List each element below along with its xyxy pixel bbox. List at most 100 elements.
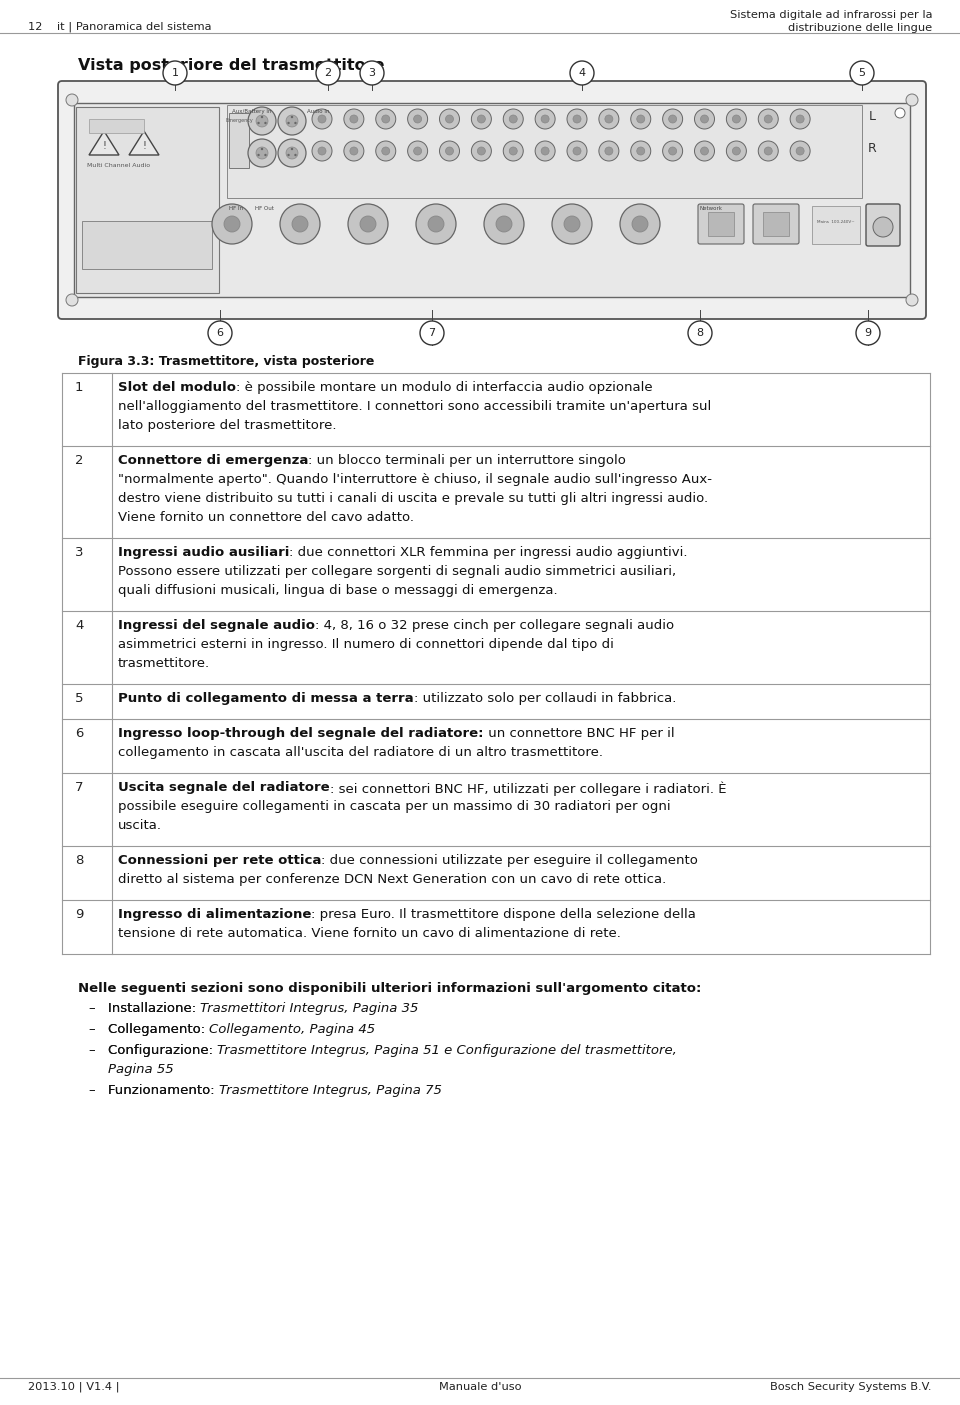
Circle shape bbox=[295, 122, 297, 124]
Circle shape bbox=[224, 216, 240, 232]
Circle shape bbox=[503, 140, 523, 162]
Text: Vista posteriore del trasmettitore: Vista posteriore del trasmettitore bbox=[78, 58, 385, 73]
Circle shape bbox=[599, 110, 619, 129]
Circle shape bbox=[694, 110, 714, 129]
Circle shape bbox=[727, 140, 746, 162]
Text: 5: 5 bbox=[75, 693, 84, 705]
Circle shape bbox=[471, 140, 492, 162]
Circle shape bbox=[732, 115, 740, 124]
Text: Slot del modulo: Slot del modulo bbox=[118, 381, 236, 393]
Circle shape bbox=[316, 60, 340, 84]
Circle shape bbox=[631, 110, 651, 129]
Text: Uscita segnale del radiatore: Uscita segnale del radiatore bbox=[118, 781, 329, 794]
Text: 5: 5 bbox=[858, 67, 866, 79]
Circle shape bbox=[477, 148, 486, 155]
Text: asimmetrici esterni in ingresso. Il numero di connettori dipende dal tipo di: asimmetrici esterni in ingresso. Il nume… bbox=[118, 638, 613, 651]
Text: Funzionamento:: Funzionamento: bbox=[108, 1085, 219, 1097]
Text: !: ! bbox=[142, 140, 146, 150]
Circle shape bbox=[636, 115, 645, 124]
Circle shape bbox=[632, 216, 648, 232]
Circle shape bbox=[796, 115, 804, 124]
Circle shape bbox=[688, 320, 712, 346]
Circle shape bbox=[66, 294, 78, 306]
Circle shape bbox=[257, 122, 260, 124]
Circle shape bbox=[416, 204, 456, 244]
Circle shape bbox=[291, 148, 293, 150]
Circle shape bbox=[360, 216, 376, 232]
Circle shape bbox=[414, 148, 421, 155]
Circle shape bbox=[906, 294, 918, 306]
Text: Installazione:: Installazione: bbox=[108, 1002, 201, 1014]
Text: !: ! bbox=[102, 140, 106, 150]
Circle shape bbox=[382, 148, 390, 155]
Text: L: L bbox=[869, 111, 876, 124]
Text: 6: 6 bbox=[217, 327, 224, 339]
Text: –: – bbox=[88, 1085, 95, 1097]
Circle shape bbox=[758, 110, 779, 129]
Circle shape bbox=[286, 148, 298, 159]
Circle shape bbox=[567, 110, 587, 129]
Circle shape bbox=[360, 60, 384, 84]
Text: Mains  100-240V~: Mains 100-240V~ bbox=[817, 221, 854, 223]
Text: 1: 1 bbox=[75, 381, 84, 393]
Circle shape bbox=[414, 115, 421, 124]
Circle shape bbox=[573, 148, 581, 155]
Text: Configurazione:: Configurazione: bbox=[108, 1044, 217, 1057]
Text: 6: 6 bbox=[75, 726, 84, 740]
Circle shape bbox=[732, 148, 740, 155]
Text: 9: 9 bbox=[864, 327, 872, 339]
Circle shape bbox=[291, 115, 293, 118]
Bar bbox=[763, 212, 789, 236]
Text: Punto di collegamento di messa a terra: Punto di collegamento di messa a terra bbox=[118, 693, 414, 705]
Bar bbox=[82, 221, 212, 268]
Circle shape bbox=[484, 204, 524, 244]
FancyBboxPatch shape bbox=[753, 204, 799, 244]
Circle shape bbox=[605, 115, 612, 124]
Circle shape bbox=[280, 204, 320, 244]
Text: : presa Euro. Il trasmettitore dispone della selezione della: : presa Euro. Il trasmettitore dispone d… bbox=[311, 908, 696, 922]
Circle shape bbox=[564, 216, 580, 232]
Text: 3: 3 bbox=[369, 67, 375, 79]
Text: destro viene distribuito su tutti i canali di uscita e prevale su tutti gli altr: destro viene distribuito su tutti i cana… bbox=[118, 492, 708, 504]
Circle shape bbox=[349, 115, 358, 124]
Circle shape bbox=[163, 60, 187, 84]
Circle shape bbox=[248, 107, 276, 135]
Text: Multi Channel Audio: Multi Channel Audio bbox=[87, 163, 151, 169]
Circle shape bbox=[278, 107, 306, 135]
Text: Bosch Security Systems B.V.: Bosch Security Systems B.V. bbox=[771, 1383, 932, 1392]
Circle shape bbox=[264, 153, 267, 156]
Circle shape bbox=[264, 122, 267, 124]
Text: : due connettori XLR femmina per ingressi audio aggiuntivi.: : due connettori XLR femmina per ingress… bbox=[289, 547, 688, 559]
Circle shape bbox=[445, 148, 453, 155]
Text: Trasmettitori Integrus, Pagina 35: Trasmettitori Integrus, Pagina 35 bbox=[201, 1002, 419, 1014]
Text: Installazione:: Installazione: bbox=[108, 1002, 201, 1014]
Circle shape bbox=[668, 115, 677, 124]
Text: tensione di rete automatica. Viene fornito un cavo di alimentazione di rete.: tensione di rete automatica. Viene forni… bbox=[118, 927, 621, 940]
Circle shape bbox=[344, 110, 364, 129]
Circle shape bbox=[573, 115, 581, 124]
Circle shape bbox=[668, 148, 677, 155]
Circle shape bbox=[873, 216, 893, 237]
Text: 2013.10 | V1.4 |: 2013.10 | V1.4 | bbox=[28, 1383, 120, 1392]
Bar bbox=[229, 112, 249, 169]
Circle shape bbox=[541, 148, 549, 155]
Circle shape bbox=[790, 140, 810, 162]
FancyBboxPatch shape bbox=[698, 204, 744, 244]
Text: 2: 2 bbox=[75, 454, 84, 466]
Circle shape bbox=[764, 115, 772, 124]
Text: uscita.: uscita. bbox=[118, 819, 162, 832]
Circle shape bbox=[348, 204, 388, 244]
Text: Collegamento:: Collegamento: bbox=[108, 1023, 209, 1035]
Text: 7: 7 bbox=[75, 781, 84, 794]
Text: : 4, 8, 16 o 32 prese cinch per collegare segnali audio: : 4, 8, 16 o 32 prese cinch per collegar… bbox=[315, 620, 674, 632]
Circle shape bbox=[382, 115, 390, 124]
Text: 8: 8 bbox=[75, 854, 84, 867]
Text: Ingresso di alimentazione: Ingresso di alimentazione bbox=[118, 908, 311, 922]
Text: possibile eseguire collegamenti in cascata per un massimo di 30 radiatori per og: possibile eseguire collegamenti in casca… bbox=[118, 799, 671, 813]
Text: Configurazione:: Configurazione: bbox=[108, 1044, 217, 1057]
Circle shape bbox=[895, 108, 905, 118]
Circle shape bbox=[287, 122, 290, 124]
Circle shape bbox=[286, 115, 298, 126]
Text: Funzionamento:: Funzionamento: bbox=[108, 1085, 219, 1097]
Circle shape bbox=[420, 320, 444, 346]
